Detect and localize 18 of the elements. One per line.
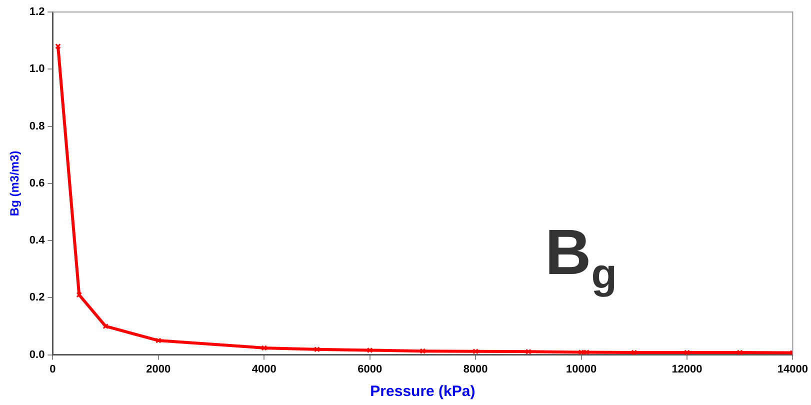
y-tick-label: 0.0 <box>29 348 45 361</box>
y-tick-label: 0.2 <box>29 292 45 304</box>
x-axis-title: Pressure (kPa) <box>370 383 476 400</box>
x-tick-label: 14000 <box>777 363 808 376</box>
x-tick-label: 2000 <box>146 363 171 376</box>
x-tick-label: 4000 <box>252 363 276 376</box>
x-tick-label: 8000 <box>463 363 488 376</box>
x-tick-label: 10000 <box>566 363 597 376</box>
y-tick-label: 1.0 <box>29 63 45 76</box>
y-axis-title: Bg (m3/m3) <box>8 150 22 216</box>
x-tick-label: 0 <box>50 363 56 376</box>
x-tick-label: 12000 <box>672 363 702 376</box>
x-tick-label: 6000 <box>358 363 382 376</box>
y-tick-label: 0.6 <box>29 177 45 190</box>
annotation: B$_{g}$ <box>545 216 617 297</box>
y-tick-label: 1.2 <box>29 6 45 18</box>
y-tick-label: 0.8 <box>29 120 45 132</box>
y-tick-label: 0.4 <box>29 234 46 247</box>
